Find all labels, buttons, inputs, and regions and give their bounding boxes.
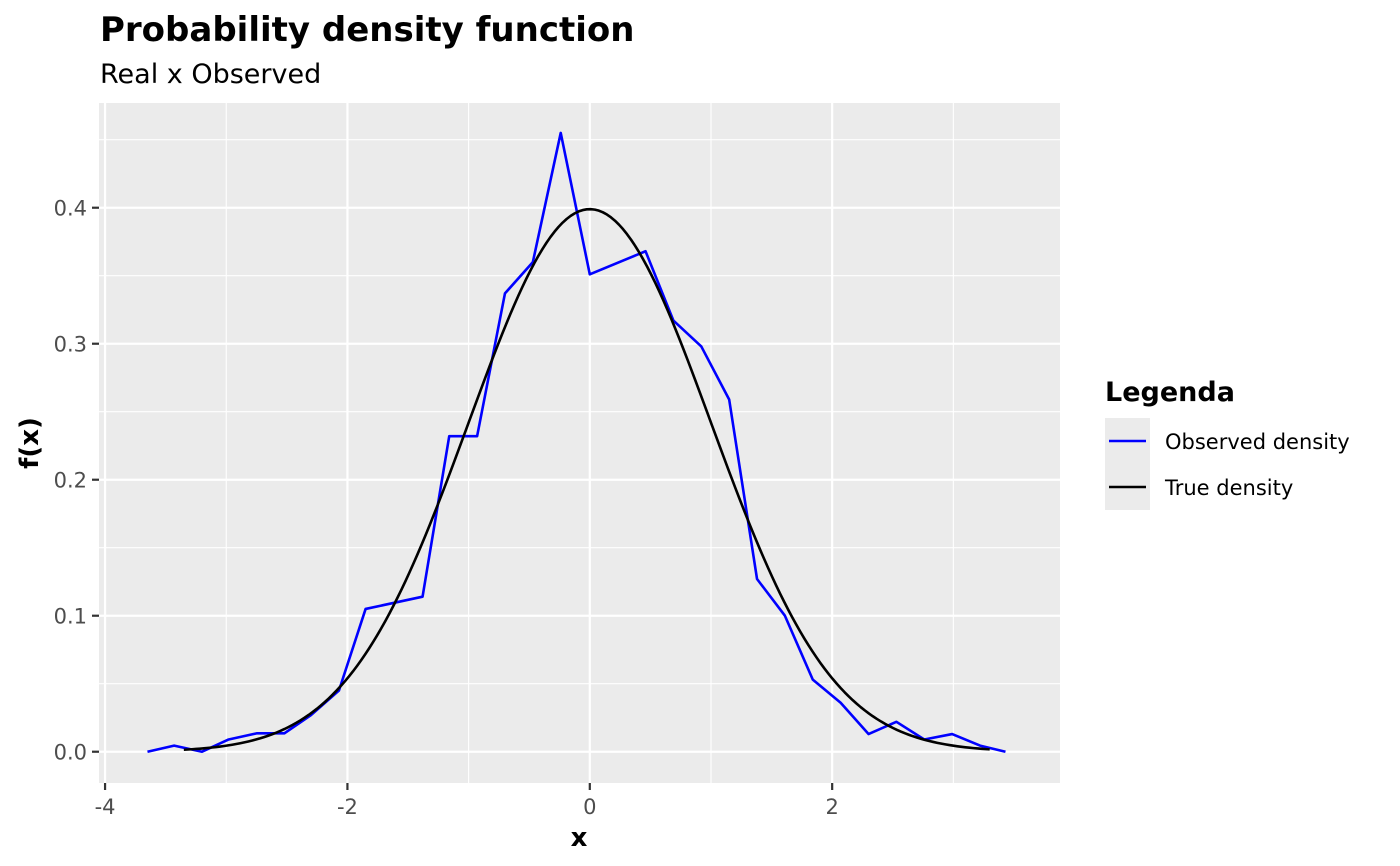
y-tick-label: 0.3 (54, 333, 87, 357)
tick-labels: -4 -2 0 2 0.0 0.1 0.2 0.3 0.4 (54, 197, 839, 819)
y-tick-label: 0.2 (54, 469, 87, 493)
legend-title: Legenda (1105, 377, 1235, 408)
x-tick-label: -4 (95, 795, 116, 819)
axis-ticks (92, 206, 834, 790)
series-line-observed (147, 131, 1006, 754)
x-tick-label: -2 (337, 795, 358, 819)
grid-major (99, 103, 1060, 783)
grid-minor (99, 103, 1060, 783)
legend-label-true: True density (1164, 476, 1293, 500)
y-tick-label: 0.0 (54, 741, 87, 765)
series-line-true (183, 207, 990, 752)
series-layer (147, 131, 1006, 754)
x-axis-title: x (571, 823, 588, 853)
y-tick-label: 0.4 (54, 197, 87, 221)
chart-title: Probability density function (100, 10, 634, 50)
legend: Legenda Observed density True density (1105, 377, 1350, 510)
x-tick-label: 0 (583, 795, 596, 819)
chart-subtitle: Real x Observed (100, 59, 321, 90)
plot-panel (99, 103, 1060, 783)
y-tick-label: 0.1 (54, 605, 87, 629)
y-axis-title: f(x) (15, 417, 45, 469)
legend-label-observed: Observed density (1165, 430, 1350, 454)
x-tick-label: 2 (825, 795, 838, 819)
